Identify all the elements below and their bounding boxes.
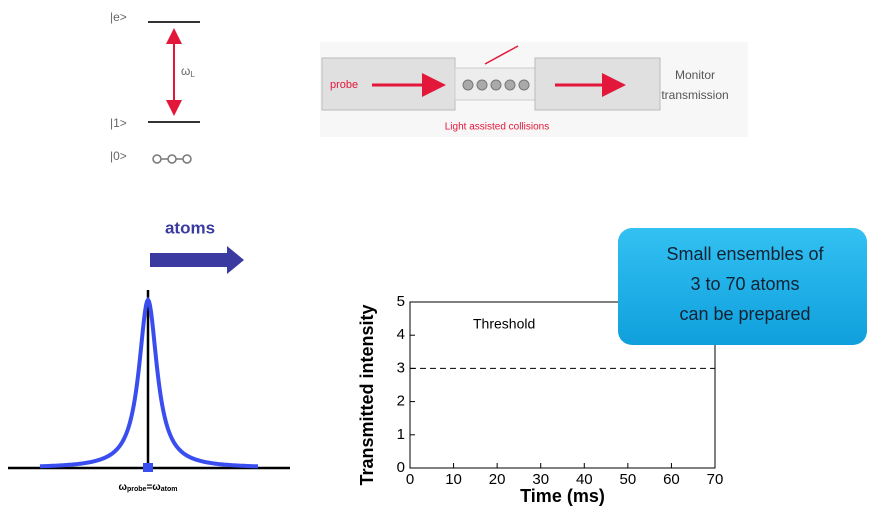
- chart: 0 10 20 30 40 50 60 70 0 1 2 3 4 5 Threshold Time (ms) T…: [357, 293, 724, 506]
- motion-arrow: [150, 246, 244, 274]
- monitor-label: transmission: [661, 88, 728, 102]
- y-tick-label: 4: [397, 326, 405, 343]
- threshold-label: Threshold: [473, 316, 535, 332]
- symbol: ω: [152, 482, 161, 493]
- equals: =: [146, 482, 152, 493]
- y-tick-label: 0: [397, 459, 405, 476]
- y-axis-label: Transmitted intensity: [357, 304, 377, 485]
- setup-diagram: probe Monitor transmission Light assiste…: [320, 42, 748, 137]
- symbol: ω: [119, 482, 128, 493]
- atoms-label: atoms: [165, 218, 215, 237]
- collisions-label: Light assisted collisions: [445, 122, 550, 133]
- x-tick-label: 10: [445, 471, 462, 488]
- x-tick-label: 0: [406, 471, 414, 488]
- x-tick-label: 20: [489, 471, 506, 488]
- probe-label: probe: [330, 79, 358, 91]
- level-diagram: |e> |1> |0> ωL: [110, 10, 200, 164]
- x-tick-label: 30: [532, 471, 549, 488]
- callout-text: Small ensembles of: [666, 244, 824, 264]
- level-label: |0>: [110, 149, 127, 163]
- transition-label: ωL: [181, 64, 195, 79]
- x-axis-label: Time (ms): [520, 486, 605, 506]
- x-tick-label: 60: [663, 471, 680, 488]
- callout-text: 3 to 70 atoms: [690, 274, 799, 294]
- level-label: |e>: [110, 10, 127, 24]
- x-tick-label: 40: [576, 471, 593, 488]
- y-tick-label: 1: [397, 426, 405, 443]
- y-tick-label: 3: [397, 359, 405, 376]
- callout-box: [618, 228, 867, 345]
- marker: [143, 463, 153, 472]
- y-tick-label: 2: [397, 393, 405, 410]
- atoms-icon: [152, 154, 192, 164]
- callout: Small ensembles of 3 to 70 atoms can be …: [618, 228, 867, 345]
- symbol: ω: [181, 64, 190, 78]
- callout-text: can be prepared: [679, 304, 810, 324]
- escape-line: [484, 45, 519, 65]
- resonance-diagram: atoms ωprobe=ωatom: [8, 218, 290, 493]
- subscript: probe: [127, 486, 147, 493]
- subscript: L: [190, 70, 195, 79]
- plot-frame: [409, 301, 716, 469]
- subscript: atom: [161, 486, 178, 493]
- monitor-label: Monitor: [675, 68, 715, 82]
- atoms-icon: [462, 79, 530, 91]
- resonance-label: ωprobe=ωatom: [119, 482, 178, 493]
- x-tick-label: 50: [620, 471, 637, 488]
- y-tick-label: 5: [397, 293, 405, 310]
- level-label: |1>: [110, 116, 127, 130]
- x-tick-label: 70: [707, 471, 724, 488]
- lorentzian-curve: [39, 296, 258, 469]
